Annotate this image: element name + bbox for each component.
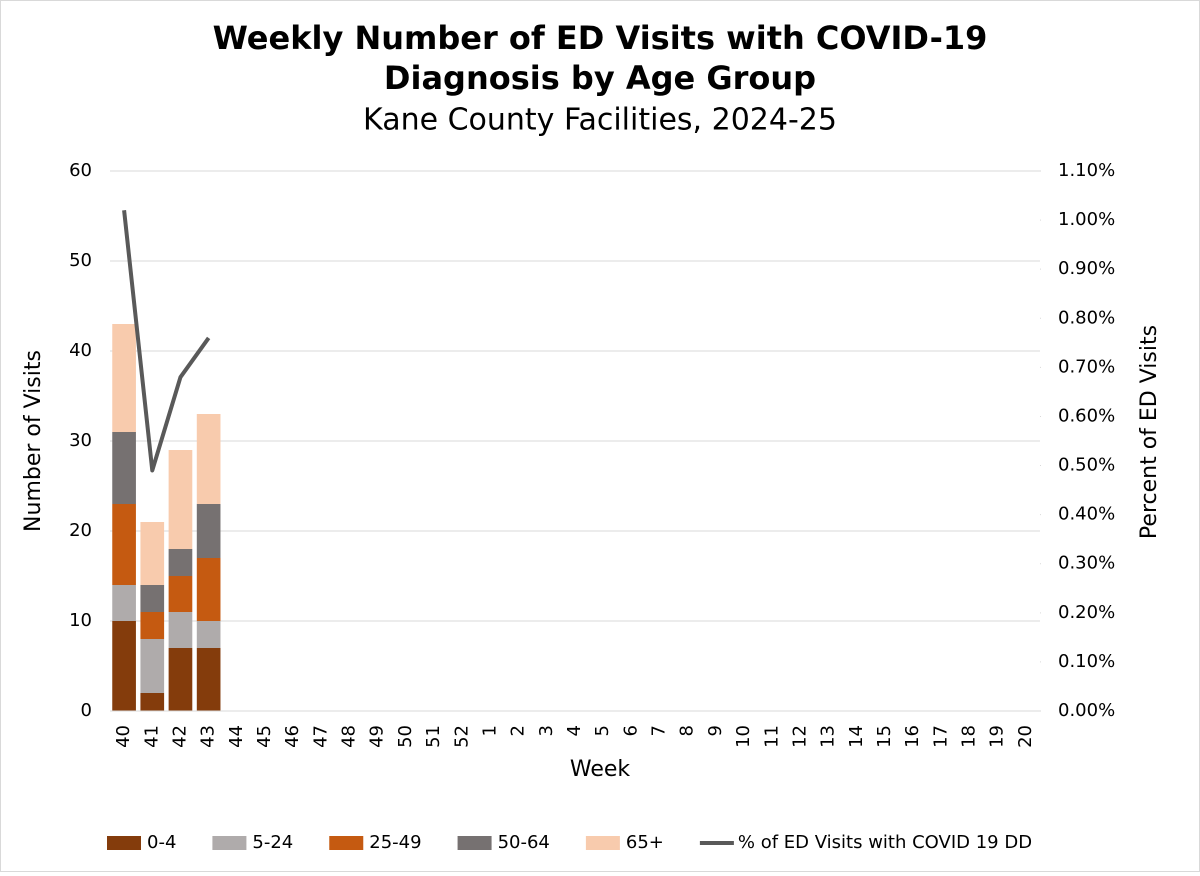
x-tick-label: 51 (423, 725, 444, 748)
bar-segment (196, 621, 221, 648)
x-tick-label: 18 (959, 725, 980, 748)
y2-tick-label: 0.50% (1058, 455, 1115, 476)
bar-segment (196, 558, 221, 621)
x-tick-label: 5 (592, 725, 613, 736)
bar-segment (112, 585, 136, 621)
x-tick-label: 12 (789, 725, 810, 748)
bar-segment (168, 549, 193, 576)
x-tick-label: 20 (1015, 725, 1036, 748)
x-axis-label: Week (570, 757, 631, 782)
chart-title: Weekly Number of ED Visits with COVID-19 (213, 19, 988, 57)
legend-label: 5-24 (252, 832, 293, 853)
x-tick-label: 8 (677, 725, 698, 736)
y-tick-label: 10 (69, 610, 92, 631)
x-tick-label: 1 (479, 725, 500, 736)
x-tick-label: 50 (395, 725, 416, 748)
x-tick-label: 14 (846, 725, 867, 748)
legend-label: 25-49 (369, 832, 421, 853)
x-tick-label: 40 (113, 725, 134, 748)
legend-swatch (457, 836, 492, 850)
x-tick-label: 11 (761, 725, 782, 748)
bar-segment (168, 450, 193, 549)
x-tick-label: 45 (254, 725, 275, 748)
legend-label: % of ED Visits with COVID 19 DD (738, 832, 1032, 853)
x-tick-label: 15 (874, 725, 895, 748)
x-tick-label: 47 (310, 725, 331, 748)
x-tick-label: 7 (649, 725, 670, 736)
bar-segment (112, 621, 136, 711)
x-tick-label: 19 (987, 725, 1008, 748)
y-tick-label: 0 (81, 700, 92, 721)
y-tick-label: 60 (69, 160, 92, 181)
y2-tick-label: 0.30% (1058, 553, 1115, 574)
legend-swatch (329, 836, 364, 850)
y-axis-label: Number of Visits (21, 350, 46, 532)
line-series (122, 210, 211, 473)
bar-segment (168, 648, 193, 711)
x-tick-label: 52 (451, 725, 472, 748)
y2-tick-label: 0.70% (1058, 356, 1115, 377)
legend-label: 0-4 (147, 832, 176, 853)
y2-tick-label: 0.40% (1058, 504, 1115, 525)
bar-segment (112, 324, 136, 432)
y2-tick-label: 0.80% (1058, 307, 1115, 328)
y-tick-label: 30 (69, 430, 92, 451)
x-tick-label: 9 (705, 725, 726, 736)
x-tick-label: 6 (620, 725, 641, 736)
y2-tick-label: 0.00% (1058, 700, 1115, 721)
y-tick-label: 40 (69, 340, 92, 361)
y2-tick-label: 0.60% (1058, 405, 1115, 426)
bar-segment (168, 576, 193, 612)
y2-tick-label: 1.00% (1058, 209, 1115, 230)
chart-subtitle: Kane County Facilities, 2024-25 (363, 103, 837, 138)
bar-segment (112, 432, 136, 504)
y2-tick-label: 0.10% (1058, 651, 1115, 672)
bar-segment (112, 504, 136, 585)
x-tick-label: 48 (339, 725, 360, 748)
chart-title: Diagnosis by Age Group (384, 59, 816, 97)
x-tick-label: 13 (818, 725, 839, 748)
bar-segment (196, 504, 221, 558)
legend-swatch (212, 836, 247, 850)
bar-segment (140, 612, 165, 639)
x-tick-label: 2 (508, 725, 529, 736)
y2-tick-label: 0.90% (1058, 258, 1115, 279)
y-tick-label: 50 (69, 250, 92, 271)
legend-swatch (585, 836, 620, 850)
y2-tick-label: 0.20% (1058, 602, 1115, 623)
x-tick-label: 3 (536, 725, 557, 736)
x-tick-label: 44 (226, 725, 247, 748)
y2-tick-label: 1.10% (1058, 160, 1115, 181)
y-tick-label: 20 (69, 520, 92, 541)
bar-segment (140, 693, 165, 711)
legend-label: 50-64 (498, 832, 550, 853)
x-tick-label: 41 (141, 725, 162, 748)
legend-label: 65+ (626, 832, 664, 853)
bar-segment (140, 585, 165, 612)
x-tick-label: 49 (367, 725, 388, 748)
bar-segment (196, 648, 221, 711)
y2-axis-label: Percent of ED Visits (1137, 325, 1162, 539)
x-tick-label: 42 (169, 725, 190, 748)
bar-segment (196, 414, 221, 504)
legend-swatch (107, 836, 141, 850)
x-tick-label: 4 (564, 725, 585, 736)
x-tick-label: 10 (733, 725, 754, 748)
x-tick-label: 16 (902, 725, 923, 748)
bar-segment (168, 612, 193, 648)
x-tick-label: 46 (282, 725, 303, 748)
x-tick-label: 17 (930, 725, 951, 748)
x-tick-label: 43 (198, 725, 219, 748)
bar-segment (140, 639, 165, 693)
bar-segment (140, 522, 165, 585)
